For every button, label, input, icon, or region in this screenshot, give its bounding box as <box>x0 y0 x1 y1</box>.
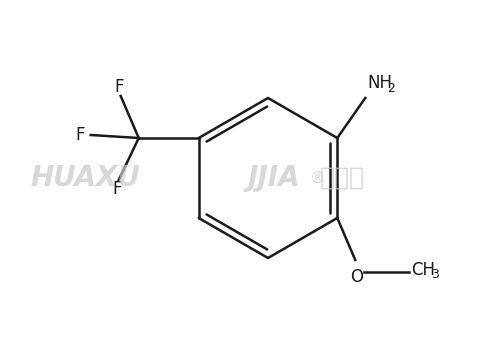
Text: HUAXU: HUAXU <box>30 164 140 192</box>
Text: 化学加: 化学加 <box>320 166 365 190</box>
Text: O: O <box>350 268 363 286</box>
Text: JJIA: JJIA <box>248 164 301 192</box>
Text: ®: ® <box>310 171 325 185</box>
Text: CH: CH <box>411 261 435 279</box>
Text: F: F <box>114 78 124 96</box>
Text: 3: 3 <box>431 267 439 281</box>
Text: NH: NH <box>367 74 392 92</box>
Text: 2: 2 <box>388 82 395 95</box>
Text: F: F <box>75 126 84 144</box>
Text: F: F <box>112 180 122 198</box>
